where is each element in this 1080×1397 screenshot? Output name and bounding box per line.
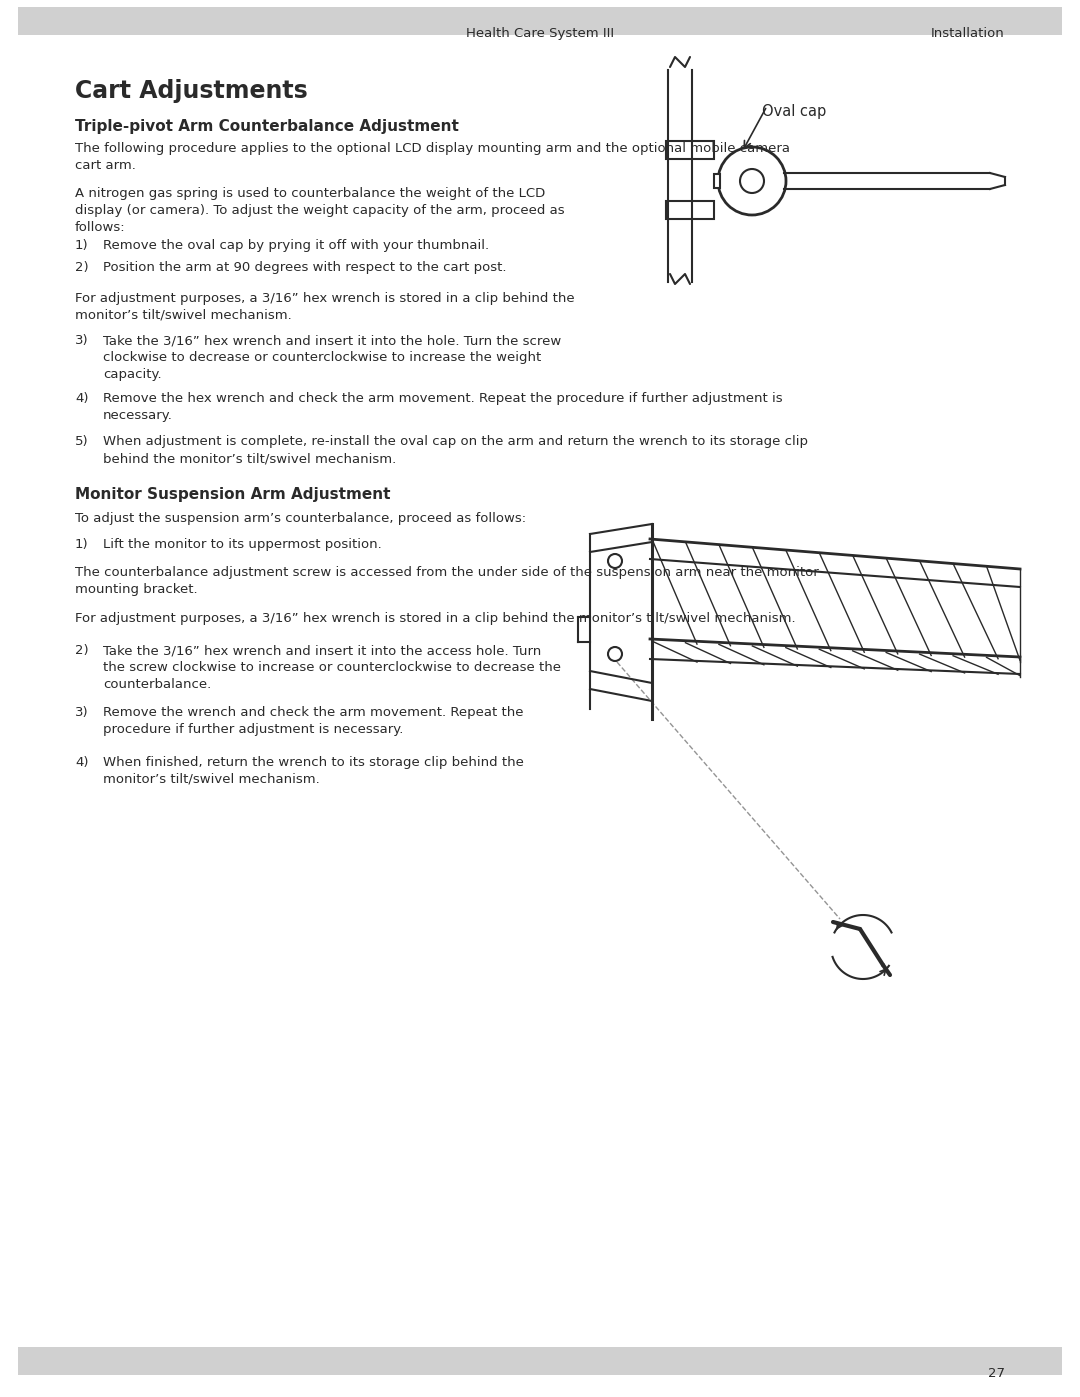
Text: 4): 4): [75, 756, 89, 768]
Bar: [18, 1347, 1062, 1375]
Text: mounting bracket.: mounting bracket.: [75, 583, 198, 597]
Text: Oval cap: Oval cap: [762, 103, 826, 119]
Text: Cart Adjustments: Cart Adjustments: [75, 80, 308, 103]
Text: 4): 4): [75, 393, 89, 405]
Circle shape: [718, 147, 786, 215]
Text: For adjustment purposes, a 3/16” hex wrench is stored in a clip behind the: For adjustment purposes, a 3/16” hex wre…: [75, 292, 575, 305]
Text: The counterbalance adjustment screw is accessed from the under side of the suspe: The counterbalance adjustment screw is a…: [75, 566, 819, 578]
Text: When adjustment is complete, re-install the oval cap on the arm and return the w: When adjustment is complete, re-install …: [103, 434, 808, 448]
Text: Remove the wrench and check the arm movement. Repeat the: Remove the wrench and check the arm move…: [103, 705, 524, 719]
Text: 5): 5): [75, 434, 89, 448]
Text: counterbalance.: counterbalance.: [103, 678, 212, 692]
Text: 3): 3): [75, 334, 89, 346]
Bar: [666, 201, 714, 219]
Text: 2): 2): [75, 261, 89, 274]
Text: Installation: Installation: [931, 27, 1005, 41]
Text: A nitrogen gas spring is used to counterbalance the weight of the LCD: A nitrogen gas spring is used to counter…: [75, 187, 545, 200]
Text: 2): 2): [75, 644, 89, 657]
Text: Take the 3/16” hex wrench and insert it into the hole. Turn the screw: Take the 3/16” hex wrench and insert it …: [103, 334, 562, 346]
Text: monitor’s tilt/swivel mechanism.: monitor’s tilt/swivel mechanism.: [75, 309, 292, 321]
Text: The following procedure applies to the optional LCD display mounting arm and the: The following procedure applies to the o…: [75, 142, 789, 155]
Text: follows:: follows:: [75, 221, 125, 235]
Text: necessary.: necessary.: [103, 409, 173, 422]
Text: procedure if further adjustment is necessary.: procedure if further adjustment is neces…: [103, 724, 403, 736]
Text: When finished, return the wrench to its storage clip behind the: When finished, return the wrench to its …: [103, 756, 524, 768]
Text: display (or camera). To adjust the weight capacity of the arm, proceed as: display (or camera). To adjust the weigh…: [75, 204, 565, 217]
Circle shape: [740, 169, 764, 193]
Text: 3): 3): [75, 705, 89, 719]
Text: Lift the monitor to its uppermost position.: Lift the monitor to its uppermost positi…: [103, 538, 381, 550]
Text: Monitor Suspension Arm Adjustment: Monitor Suspension Arm Adjustment: [75, 488, 391, 502]
Bar: [666, 141, 714, 159]
Text: behind the monitor’s tilt/swivel mechanism.: behind the monitor’s tilt/swivel mechani…: [103, 453, 396, 465]
Text: Triple-pivot Arm Counterbalance Adjustment: Triple-pivot Arm Counterbalance Adjustme…: [75, 119, 459, 134]
Text: monitor’s tilt/swivel mechanism.: monitor’s tilt/swivel mechanism.: [103, 773, 320, 787]
Text: Remove the hex wrench and check the arm movement. Repeat the procedure if furthe: Remove the hex wrench and check the arm …: [103, 393, 783, 405]
Text: Remove the oval cap by prying it off with your thumbnail.: Remove the oval cap by prying it off wit…: [103, 239, 489, 251]
Circle shape: [608, 555, 622, 569]
Text: Health Care System III: Health Care System III: [465, 27, 615, 41]
Text: 1): 1): [75, 239, 89, 251]
Text: cart arm.: cart arm.: [75, 159, 136, 172]
Text: Take the 3/16” hex wrench and insert it into the access hole. Turn: Take the 3/16” hex wrench and insert it …: [103, 644, 541, 657]
Text: clockwise to decrease or counterclockwise to increase the weight: clockwise to decrease or counterclockwis…: [103, 351, 541, 365]
Circle shape: [608, 647, 622, 661]
Text: For adjustment purposes, a 3/16” hex wrench is stored in a clip behind the monit: For adjustment purposes, a 3/16” hex wre…: [75, 612, 796, 624]
Text: Position the arm at 90 degrees with respect to the cart post.: Position the arm at 90 degrees with resp…: [103, 261, 507, 274]
Text: 27: 27: [988, 1368, 1005, 1380]
Bar: [714, 175, 720, 189]
Text: 1): 1): [75, 538, 89, 550]
Text: capacity.: capacity.: [103, 367, 162, 381]
Text: To adjust the suspension arm’s counterbalance, proceed as follows:: To adjust the suspension arm’s counterba…: [75, 511, 526, 525]
Bar: [18, 7, 1062, 35]
Text: the screw clockwise to increase or counterclockwise to decrease the: the screw clockwise to increase or count…: [103, 661, 561, 673]
